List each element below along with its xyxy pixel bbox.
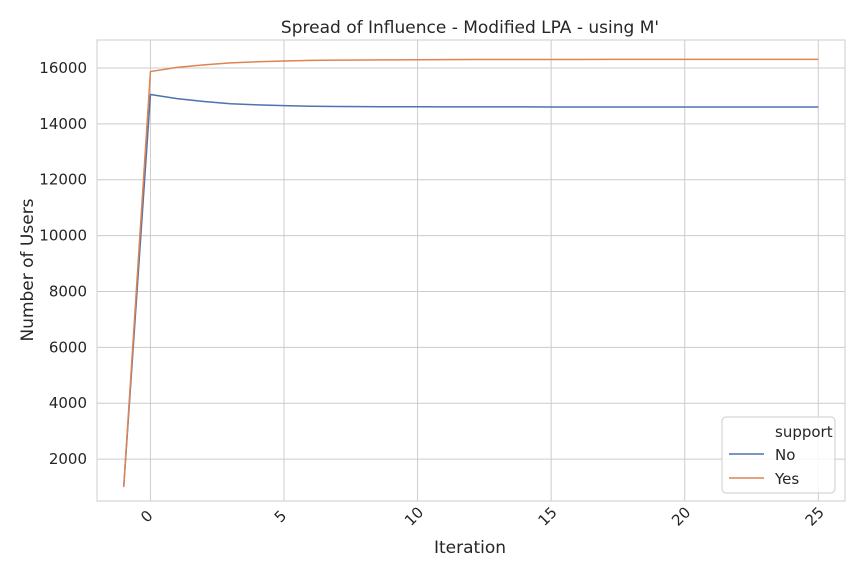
legend-entry-yes: Yes	[774, 470, 799, 488]
legend-box	[721, 416, 836, 494]
x-axis-label: Iteration	[434, 538, 506, 558]
y-tick-label: 10000	[39, 227, 87, 245]
y-tick-label: 14000	[39, 115, 87, 133]
legend: support No Yes	[721, 416, 836, 494]
y-tick-label: 12000	[39, 171, 87, 189]
y-tick-labels: 2000 4000 6000 8000 10000 12000 14000 16000	[39, 59, 87, 468]
y-tick-label: 4000	[49, 394, 87, 412]
plot-area	[96, 39, 846, 502]
y-tick-label: 2000	[49, 450, 87, 468]
y-grid	[97, 67, 845, 460]
chart-title: Spread of Influence - Modified LPA - usi…	[281, 18, 659, 38]
series-line-yes	[122, 58, 819, 488]
series-layer	[122, 58, 819, 488]
y-tick-label: 16000	[39, 59, 87, 77]
y-tick-label: 6000	[49, 338, 87, 356]
y-axis-label: Number of Users	[18, 198, 38, 341]
y-tick-label: 8000	[49, 282, 87, 300]
series-line-no	[122, 93, 819, 488]
legend-title: support	[775, 423, 833, 441]
legend-entry-no: No	[775, 446, 795, 464]
